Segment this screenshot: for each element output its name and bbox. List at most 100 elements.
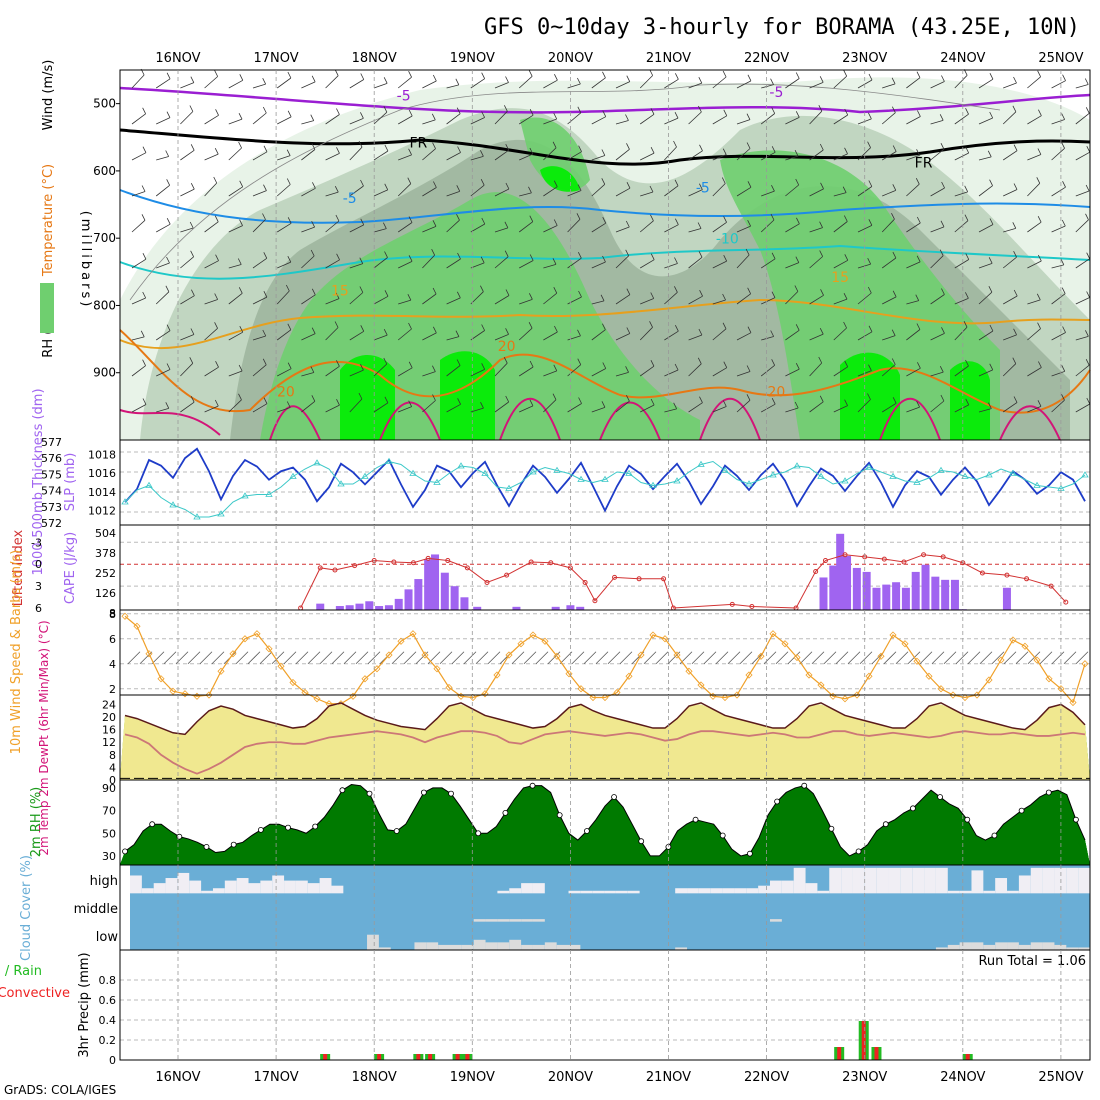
cloud-middle-bar xyxy=(485,919,498,922)
wind-speed-marker xyxy=(1069,698,1077,707)
rh-marker xyxy=(719,832,726,839)
cape-bar xyxy=(551,606,560,610)
pressure-tick-label: 600 xyxy=(93,164,116,178)
wind-barb xyxy=(355,651,369,665)
cloud-low-bar xyxy=(1007,942,1019,950)
wind-barb xyxy=(446,185,461,197)
wind-barb xyxy=(919,651,933,665)
wind-barb xyxy=(833,399,848,413)
temp-tick-label: 8 xyxy=(109,749,116,762)
wind-barb xyxy=(809,104,823,125)
cloud-low-bar xyxy=(1054,944,1067,950)
thickness-marker xyxy=(433,478,441,485)
cloud-high-bar xyxy=(165,878,178,894)
thickness-marker xyxy=(937,466,945,473)
wind-barb xyxy=(325,360,340,377)
wind-barb xyxy=(519,254,534,269)
wind-barb xyxy=(373,328,388,341)
wind-barb xyxy=(763,651,777,665)
temp-label-text: 2m Temp 2m DewPt (6hr Min/Max) (°C) xyxy=(37,620,51,855)
cloud-label-text: Cloud Cover (%) xyxy=(19,855,34,961)
stability-panel: -3 0 3 6 504 378 252 126 8 Lifted Index CAPE (J/kg… xyxy=(11,524,1091,620)
cape-bar xyxy=(355,603,364,610)
wind-barb xyxy=(703,651,717,665)
wind-barb xyxy=(276,71,292,89)
thickness-tick-label: 572 xyxy=(41,517,62,530)
rh-marker xyxy=(882,821,889,828)
wind-barb xyxy=(252,106,267,125)
wind-speed-marker xyxy=(217,667,225,675)
wind-barb xyxy=(127,651,141,665)
cloud-high-bar xyxy=(224,880,237,894)
wind-barb xyxy=(199,651,213,665)
wind-barb xyxy=(906,110,921,125)
wind-barb xyxy=(715,651,729,665)
wind-barb xyxy=(415,651,429,665)
wind-barb xyxy=(712,322,727,341)
wind-barb xyxy=(978,285,993,305)
wind-barb xyxy=(1027,293,1041,305)
rh-marker xyxy=(366,790,373,797)
wind-barb xyxy=(331,651,345,665)
wind-barb xyxy=(809,182,824,197)
wind-barb xyxy=(543,73,558,89)
wind-barb xyxy=(1039,651,1053,665)
wind-barb xyxy=(639,321,653,341)
wind-speed-marker xyxy=(529,631,537,639)
wind-barb xyxy=(228,112,243,125)
rh-marker xyxy=(339,787,346,794)
wind-barb xyxy=(881,145,897,161)
cloud-high-bar xyxy=(829,867,842,894)
wind-speed-marker xyxy=(229,650,237,658)
thickness-marker xyxy=(601,475,609,482)
cape-bar xyxy=(941,579,950,610)
cloud-low-bar xyxy=(461,944,474,950)
wind-barb xyxy=(1027,148,1042,161)
cloud-high-bar xyxy=(509,888,522,894)
cloud-high-bar xyxy=(141,888,154,894)
top-date-label: 25NOV xyxy=(1038,51,1083,66)
wind-barb xyxy=(1003,289,1018,305)
wind-barb xyxy=(639,359,655,377)
lifted-index-marker xyxy=(729,601,735,607)
wind-barb xyxy=(1027,400,1042,413)
lifted-index-marker xyxy=(352,563,358,569)
wind-barb xyxy=(301,395,316,413)
wind-barb xyxy=(785,256,800,269)
wind-barb xyxy=(349,392,363,413)
cloud-low-bar xyxy=(544,942,557,950)
wind-barb xyxy=(131,107,146,125)
wind-speed-marker xyxy=(409,630,417,638)
cloud-low-bar xyxy=(414,942,427,950)
cloud-high-bar xyxy=(746,888,759,894)
legend-convective-label: Convective xyxy=(0,986,70,1001)
wind-barb xyxy=(131,359,146,377)
wind-barb xyxy=(446,146,461,161)
isotherm-line xyxy=(119,244,1091,280)
wind-barb xyxy=(349,363,364,377)
wind-barb xyxy=(712,148,727,161)
wind-barb xyxy=(833,147,848,161)
wind-barb xyxy=(930,394,945,413)
wind-barb xyxy=(1003,222,1017,233)
run-total-label: Run Total = 1.06 xyxy=(978,954,1086,969)
wind-barb xyxy=(615,220,630,233)
li-tick-label: -3 xyxy=(31,536,42,549)
wind-barb xyxy=(736,74,752,89)
rh-marker xyxy=(475,830,482,837)
wind-barb xyxy=(470,178,485,197)
wind-barb xyxy=(906,362,921,377)
thickness-label-text: 1000-500mb Thickness (dm) xyxy=(31,388,46,575)
lifted-index-marker xyxy=(484,579,490,585)
temp-band xyxy=(120,704,1090,780)
wind-barb xyxy=(567,329,581,341)
wind-barb xyxy=(1051,258,1065,269)
wind-barb xyxy=(204,254,219,269)
wind-barb xyxy=(688,183,703,197)
bottom-date-label: 17NOV xyxy=(254,1070,299,1085)
temp-tick-label: 12 xyxy=(102,736,116,749)
wind-barb xyxy=(643,651,657,665)
wind-barb xyxy=(906,71,921,89)
wind-barb xyxy=(325,253,340,269)
wind-barb xyxy=(760,213,775,233)
